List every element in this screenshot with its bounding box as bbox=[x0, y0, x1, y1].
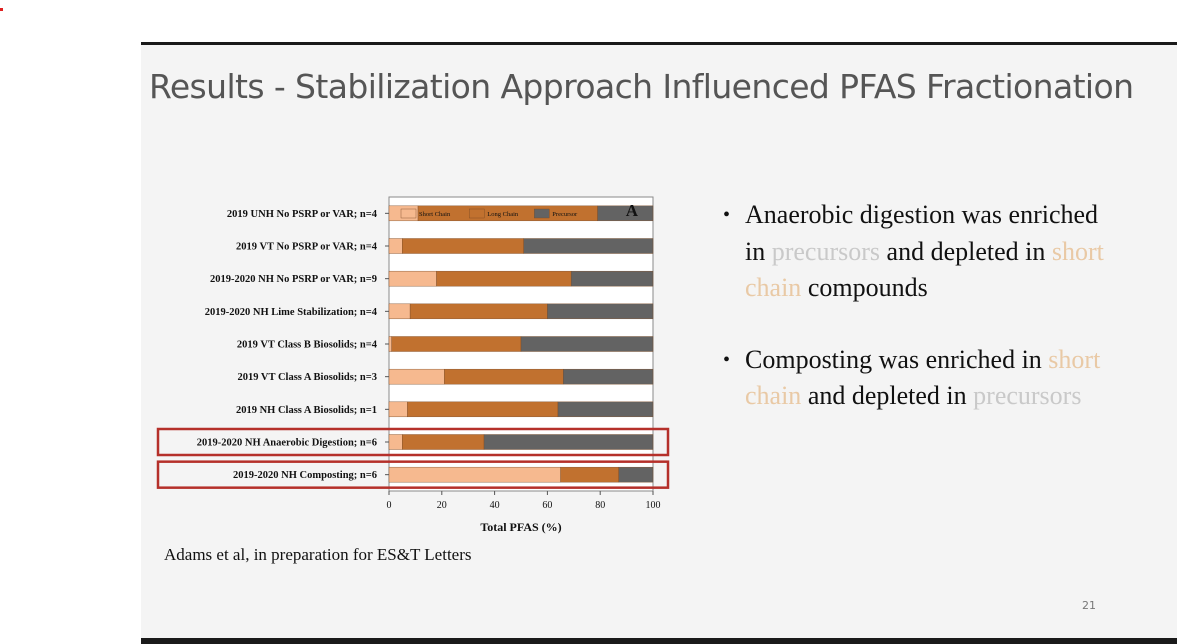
bar-segment-precursor bbox=[570, 270, 654, 287]
x-tick-label: 20 bbox=[437, 500, 447, 511]
bullet-item: • Composting was enriched in short chain … bbox=[721, 342, 1121, 415]
bar-segment-long-chain bbox=[391, 336, 522, 352]
stacked-bar-chart: 2019 UNH No PSRP or VAR; n=4 2019 VT No P… bbox=[156, 196, 670, 534]
bullet-text-highlight: short chain bbox=[745, 236, 1104, 303]
bullet-dot: • bbox=[723, 348, 731, 371]
x-tick-label: 80 bbox=[595, 500, 605, 511]
x-tick-label: 60 bbox=[542, 500, 552, 511]
bar-segment-short-chain bbox=[388, 270, 437, 287]
bullet-text-normal: and depleted in bbox=[880, 236, 1052, 266]
highlight-box bbox=[156, 427, 670, 457]
category-label: 2019-2020 NH Composting; n=6 bbox=[233, 470, 377, 481]
category-label: 2019 UNH No PSRP or VAR; n=4 bbox=[227, 209, 378, 220]
legend-swatch bbox=[400, 208, 417, 219]
bar-segment-precursor bbox=[618, 466, 654, 483]
bar-segment-long-chain bbox=[560, 466, 619, 483]
x-tick-label: 100 bbox=[646, 500, 661, 511]
bar-segment-precursor bbox=[523, 238, 654, 254]
bar-segment-short-chain bbox=[388, 238, 403, 254]
bar-segment-short-chain bbox=[388, 401, 408, 418]
bar-segment-short-chain bbox=[388, 434, 403, 450]
x-tick-label: 40 bbox=[490, 500, 500, 511]
bullet-text-highlight: short chain bbox=[745, 344, 1101, 411]
category-label: 2019-2020 NH Lime Stabilization; n=4 bbox=[205, 307, 378, 318]
bar-segment-long-chain bbox=[402, 434, 485, 450]
bar-segment-precursor bbox=[597, 205, 654, 222]
bottom-bar bbox=[141, 638, 1177, 644]
legend-label: Precursor bbox=[552, 211, 578, 218]
legend-swatch bbox=[534, 208, 550, 219]
bullet-list: • Anaerobic digestion was enriched in pre… bbox=[721, 197, 1121, 415]
bar-segment-precursor bbox=[483, 434, 654, 450]
bar-segment-short-chain bbox=[388, 466, 561, 483]
highlight-box bbox=[156, 460, 670, 489]
category-label: 2019-2020 NH No PSRP or VAR; n=9 bbox=[210, 274, 377, 285]
bar-segment-long-chain bbox=[407, 401, 559, 418]
bar-segment-short-chain bbox=[388, 368, 445, 385]
bar-segment-long-chain bbox=[409, 303, 548, 320]
presentation-slide: Results - Stabilization Approach Influen… bbox=[141, 42, 1177, 643]
x-axis-title: Total PFAS (%) bbox=[480, 520, 561, 534]
bullet-text-normal: compounds bbox=[801, 273, 928, 302]
citation: Adams et al, in preparation for ES&T Let… bbox=[164, 545, 472, 564]
slide-title: Results - Stabilization Approach Influen… bbox=[149, 67, 1134, 106]
bullet-dot: • bbox=[723, 204, 731, 226]
bar-segment-precursor bbox=[563, 368, 654, 385]
category-label: 2019-2020 NH Anaerobic Digestion; n=6 bbox=[197, 438, 377, 449]
page-number: 21 bbox=[1082, 599, 1096, 612]
legend-label: Long Chain bbox=[487, 211, 519, 218]
legend-label: Short Chain bbox=[419, 211, 451, 218]
legend-swatch bbox=[469, 208, 485, 219]
bullet-text-normal: Anaerobic digestion was enriched in bbox=[745, 200, 1099, 266]
bar-segment-long-chain bbox=[444, 368, 564, 385]
category-label: 2019 VT Class A Biosolids; n=3 bbox=[237, 372, 377, 383]
category-label: 2019 VT No PSRP or VAR; n=4 bbox=[236, 242, 378, 253]
bullet-text-normal: Composting was enriched in bbox=[745, 344, 1049, 374]
panel-label: A bbox=[626, 201, 639, 220]
bar-segment-long-chain bbox=[436, 270, 572, 287]
bar-segment-short-chain bbox=[388, 336, 392, 352]
category-label: 2019 NH Class A Biosolids; n=1 bbox=[236, 405, 377, 416]
red-dot-marker bbox=[0, 8, 3, 11]
bar-segment-precursor bbox=[547, 303, 654, 320]
bar-segment-precursor bbox=[520, 336, 654, 352]
bullet-text-normal: and depleted in bbox=[801, 381, 974, 410]
bar-segment-short-chain bbox=[388, 303, 411, 320]
category-label: 2019 VT Class B Biosolids; n=4 bbox=[237, 340, 378, 351]
x-tick-label: 0 bbox=[387, 500, 392, 511]
bar-segment-long-chain bbox=[402, 238, 524, 254]
bar-segment-precursor bbox=[557, 401, 654, 418]
bullet-text-highlight: precursors bbox=[771, 236, 881, 266]
bullet-text-highlight: precursors bbox=[973, 381, 1082, 410]
bullet-item: • Anaerobic digestion was enriched in pre… bbox=[721, 197, 1121, 307]
